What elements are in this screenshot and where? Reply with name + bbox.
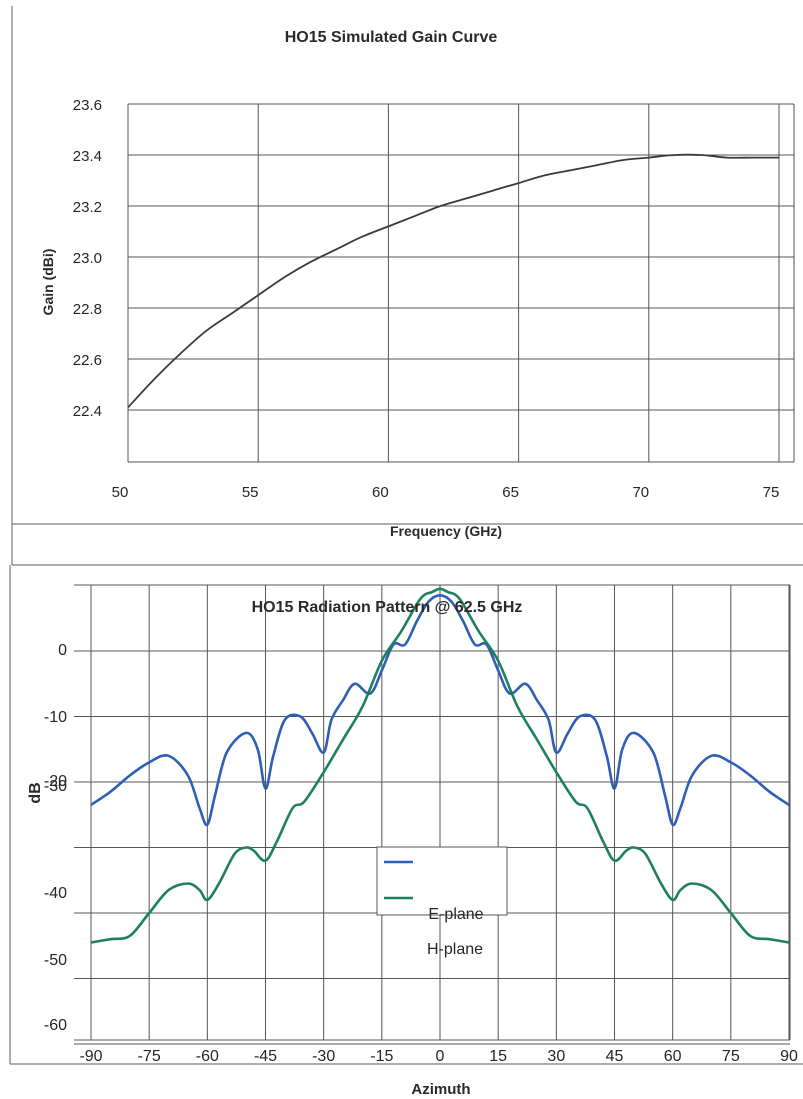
pattern-x-tick-0: -90 (79, 1048, 102, 1065)
pattern-x-tick-11: 75 (722, 1048, 740, 1065)
radiation-pattern-chart: HO15 Radiation Pattern @ 62.5 GHz 0 -10 -2… (27, 584, 798, 1098)
pattern-chart-series (90, 587, 790, 944)
pattern-x-tick-4: -30 (312, 1048, 335, 1065)
pattern-chart-legend: E-plane H-plane (376, 846, 508, 958)
pattern-x-tick-10: 60 (664, 1048, 682, 1065)
pattern-chart-y-axis-label: dB (27, 782, 44, 803)
gain-x-tick-4: 70 (632, 484, 649, 501)
gain-chart-y-axis-label: Gain (dBi) (40, 249, 56, 316)
gain-x-tick-2: 60 (372, 484, 389, 501)
gain-y-tick-4: 22.8 (73, 301, 102, 318)
pattern-chart-grid (74, 584, 791, 1045)
pattern-x-tick-12: 90 (780, 1048, 798, 1065)
pattern-y-tick-2: -20 (44, 773, 67, 790)
pattern-y-tick-6: -60 (44, 1017, 67, 1034)
legend-box (376, 846, 508, 916)
pattern-y-tick-1: -10 (44, 709, 67, 726)
legend-label-h-plane: H-plane (427, 941, 483, 958)
gain-y-tick-6: 22.4 (73, 403, 102, 420)
pattern-y-tick-5: -50 (44, 952, 67, 969)
pattern-series-h-plane (90, 587, 790, 944)
pattern-chart-x-axis-label: Azimuth (411, 1081, 470, 1098)
gain-x-tick-0: 50 (112, 484, 129, 501)
pattern-chart-title: HO15 Radiation Pattern @ 62.5 GHz (252, 599, 523, 616)
pattern-chart-y-tick-labels: 0 -10 -20-30 -40 -50 -60 (44, 642, 67, 1034)
pattern-chart-x-tick-labels: -90 -75 -60 -45 -30 -15 0 15 30 45 60 75 90 (79, 1048, 798, 1065)
pattern-y-tick-4: -40 (44, 885, 67, 902)
gain-chart-series (127, 153, 779, 409)
pattern-series-e-plane (90, 593, 790, 827)
pattern-x-tick-8: 30 (547, 1048, 565, 1065)
pattern-x-tick-5: -15 (370, 1048, 393, 1065)
gain-y-tick-1: 23.4 (73, 148, 102, 165)
gain-x-tick-1: 55 (242, 484, 259, 501)
gain-chart-grid (127, 103, 795, 463)
pattern-x-tick-6: 0 (436, 1048, 445, 1065)
gain-chart-y-tick-labels: 23.6 23.4 23.2 23.0 22.8 22.6 22.4 (73, 97, 102, 420)
gain-y-tick-3: 23.0 (73, 250, 102, 267)
gain-x-tick-5: 75 (763, 484, 780, 501)
gain-chart-title: HO15 Simulated Gain Curve (285, 29, 498, 46)
pattern-x-tick-7: 15 (489, 1048, 507, 1065)
legend-label-e-plane: E-plane (428, 906, 483, 923)
gain-chart-x-tick-labels: 50 55 60 65 70 75 (112, 484, 780, 501)
pattern-y-tick-0: 0 (58, 642, 67, 659)
gain-series-line (127, 153, 779, 409)
pattern-x-tick-1: -75 (138, 1048, 161, 1065)
pattern-x-tick-2: -60 (196, 1048, 219, 1065)
gain-x-tick-3: 65 (502, 484, 519, 501)
pattern-y-tick-3: -30 (44, 778, 67, 795)
gain-y-tick-5: 22.6 (73, 352, 102, 369)
pattern-x-tick-3: -45 (254, 1048, 277, 1065)
gain-y-tick-0: 23.6 (73, 97, 102, 114)
gain-y-tick-2: 23.2 (73, 199, 102, 216)
gain-chart-x-axis-label: Frequency (GHz) (390, 523, 502, 539)
gain-curve-chart: HO15 Simulated Gain Curve 23.623.423.223… (40, 29, 795, 539)
pattern-x-tick-9: 45 (606, 1048, 624, 1065)
